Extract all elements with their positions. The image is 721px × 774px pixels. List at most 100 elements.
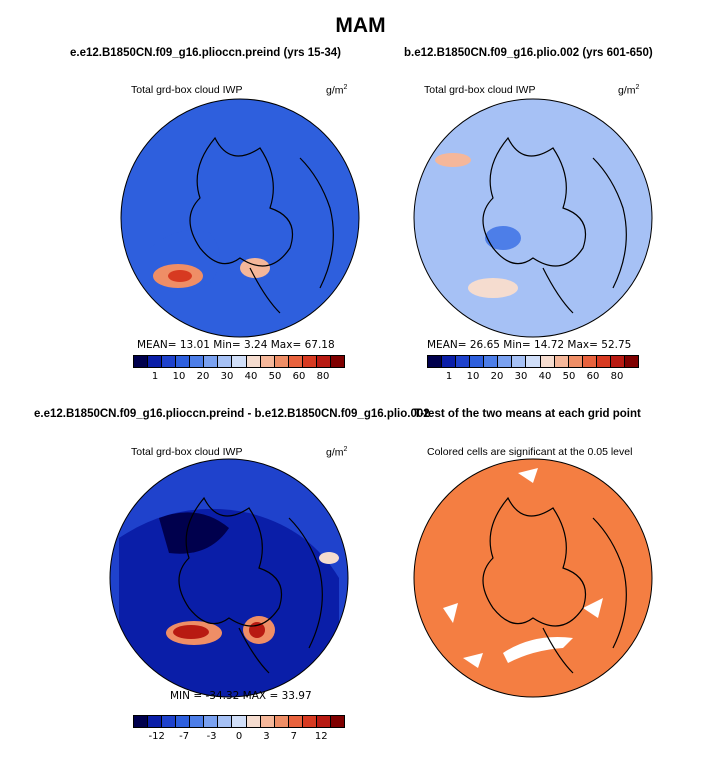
colorbar-tick-label: 30	[220, 371, 234, 382]
colorbar-swatch	[288, 716, 303, 727]
colorbar-tick-label: 30	[514, 371, 528, 382]
panel2-map	[413, 98, 653, 338]
panel1-coastline-3	[249, 267, 281, 314]
colorbar-tick-label: 0	[235, 731, 243, 742]
panel4-coastline-3	[542, 627, 574, 674]
colorbar-swatch	[260, 716, 275, 727]
colorbar-swatch	[288, 356, 303, 367]
panel3-title: e.e12.B1850CN.f09_g16.plioccn.preind - b…	[34, 408, 430, 420]
panel4-significance-fill	[414, 459, 652, 697]
colorbar-swatch	[330, 356, 344, 367]
panel1-maximum-west-core	[168, 270, 192, 282]
colorbar-tick-label: -7	[179, 731, 190, 742]
panel4-insignificant-patch-1	[518, 468, 538, 483]
panel2-maximum-south	[468, 278, 518, 298]
colorbar-tick-label: 80	[610, 371, 624, 382]
colorbar-swatch	[624, 356, 638, 367]
panel3-units: g/m2	[326, 446, 348, 459]
colorbar-tick-label: 1	[151, 371, 159, 382]
panel1-maximum-east	[240, 258, 270, 278]
panel1-background	[121, 99, 359, 337]
panel3-map-border	[109, 458, 349, 698]
colorbar-swatch	[232, 716, 247, 727]
panel2-coastline-2	[592, 157, 627, 289]
colorbar-tick-label: 60	[292, 371, 306, 382]
colorbar-tick-label: 40	[244, 371, 258, 382]
colorbar-swatch	[134, 356, 149, 367]
colorbar-swatch	[148, 716, 163, 727]
colorbar-tick-label: 50	[268, 371, 282, 382]
panel4-insignificant-patch-2	[443, 603, 458, 623]
colorbar-swatch	[190, 356, 205, 367]
panel1-colorbar-ticks: 1 10 20 30 40 50 60 80	[133, 371, 345, 385]
colorbar-swatch	[204, 356, 219, 367]
panel2-region	[433, 194, 643, 302]
colorbar-swatch	[540, 356, 555, 367]
panel2-coastline-3	[542, 267, 574, 314]
colorbar-swatch	[610, 356, 625, 367]
colorbar-swatch	[498, 356, 513, 367]
colorbar-swatch	[330, 716, 344, 727]
panel1-title: e.e12.B1850CN.f09_g16.plioccn.preind (yr…	[70, 47, 342, 59]
panel1-stats: MEAN= 13.01 Min= 3.24 Max= 67.18	[137, 339, 335, 351]
colorbar-swatch	[148, 356, 163, 367]
colorbar-swatch	[190, 716, 205, 727]
panel4-insignificant-patch-3	[503, 637, 573, 663]
colorbar-swatch	[134, 716, 149, 727]
panel4-coastline	[482, 496, 587, 627]
panel2-title: b.e12.B1850CN.f09_g16.plio.002 (yrs 601-…	[404, 47, 653, 59]
colorbar-swatch	[274, 356, 289, 367]
panel3-coastline-3	[238, 627, 270, 674]
colorbar-tick-label: 20	[196, 371, 210, 382]
colorbar-tick-label: 10	[466, 371, 480, 382]
panel3-maximum-east-core	[249, 622, 265, 638]
colorbar-swatch	[274, 716, 289, 727]
colorbar-tick-label: -3	[206, 731, 217, 742]
colorbar-tick-label: 40	[538, 371, 552, 382]
panel2-units: g/m2	[618, 84, 640, 97]
colorbar-tick-label: 60	[586, 371, 600, 382]
panel3-minimum-blob	[319, 552, 339, 564]
colorbar-swatch	[162, 716, 177, 727]
panel2-stats: MEAN= 26.65 Min= 14.72 Max= 52.75	[427, 339, 632, 351]
panel3-map	[109, 458, 349, 698]
colorbar-swatch	[162, 356, 177, 367]
colorbar-swatch	[260, 356, 275, 367]
colorbar-swatch	[582, 356, 597, 367]
colorbar-swatch	[554, 356, 569, 367]
panel3-colorbar-ticks: -12 -7 -3 0 3 7 12	[133, 731, 345, 745]
colorbar-tick-label: 7	[290, 731, 298, 742]
panel3-negative-region-2	[159, 512, 229, 554]
colorbar-tick-label: 10	[172, 371, 186, 382]
colorbar-swatch	[302, 716, 317, 727]
panel4-map-border	[413, 458, 653, 698]
panel4-insignificant-patch-4	[583, 598, 603, 618]
panel1-units: g/m2	[326, 84, 348, 97]
panel2-coastline	[482, 136, 587, 267]
colorbar-swatch	[316, 356, 331, 367]
colorbar-swatch	[456, 356, 471, 367]
colorbar-swatch	[512, 356, 527, 367]
panel1-coastline	[189, 136, 294, 267]
colorbar-swatch	[176, 716, 191, 727]
colorbar-swatch	[176, 356, 191, 367]
panel4-subtitle: Colored cells are significant at the 0.0…	[427, 446, 633, 458]
panel1-colorbar	[133, 355, 345, 368]
panel3-coastline-2	[288, 517, 323, 649]
panel1-map	[120, 98, 360, 338]
colorbar-swatch	[218, 356, 233, 367]
panel4-coastline-2	[592, 517, 627, 649]
panel2-colorbar	[427, 355, 639, 368]
panel1-subtitle: Total grd-box cloud IWP	[131, 84, 243, 96]
panel4-title: T-test of the two means at each grid poi…	[414, 408, 641, 420]
main-title: MAM	[335, 14, 386, 37]
colorbar-swatch	[428, 356, 443, 367]
colorbar-swatch	[316, 716, 331, 727]
panel3-stats: MIN = -34.32 MAX = 33.97	[170, 690, 312, 702]
panel4-map	[413, 458, 653, 698]
colorbar-tick-label: 50	[562, 371, 576, 382]
panel3-maximum-west-core	[173, 625, 209, 639]
panel2-low	[485, 226, 521, 250]
colorbar-swatch	[246, 716, 261, 727]
colorbar-tick-label: 20	[490, 371, 504, 382]
